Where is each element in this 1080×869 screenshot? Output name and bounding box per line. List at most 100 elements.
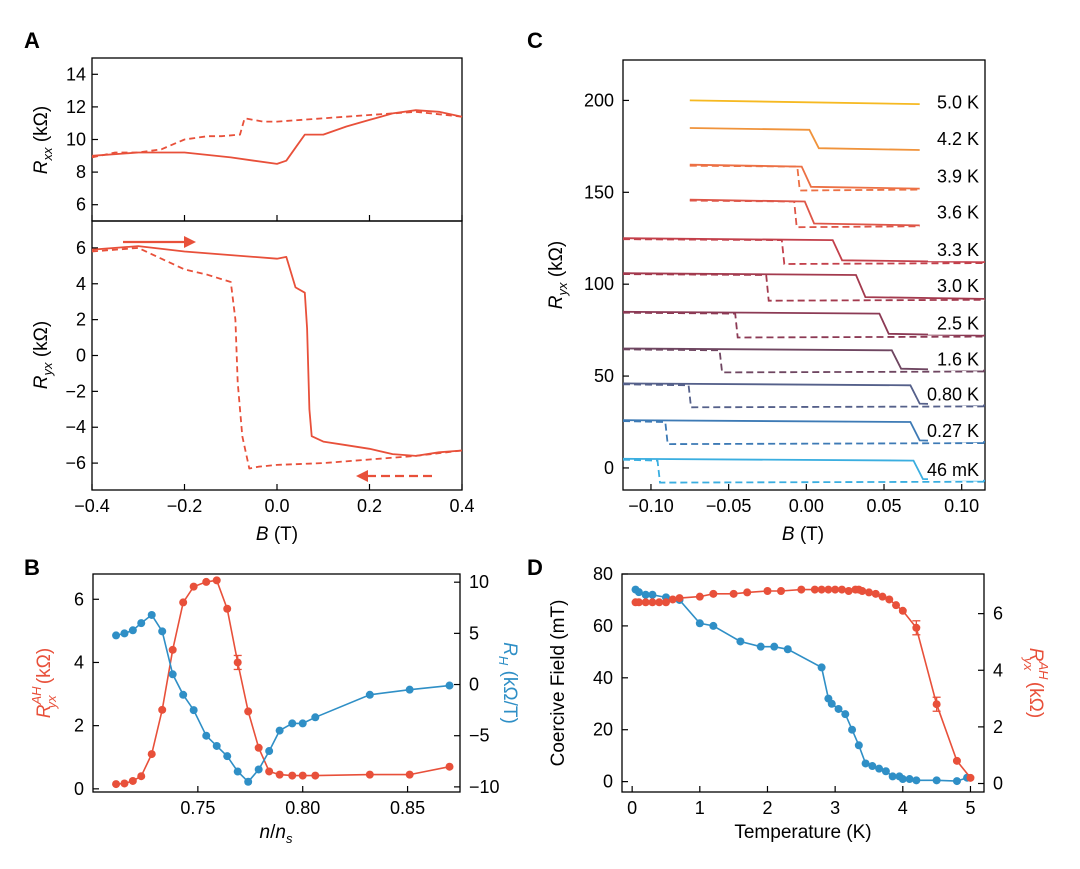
data-point (695, 619, 704, 628)
panel-a-top-ylabel: Rxx (kΩ) (31, 106, 55, 174)
panel-d-xlabel: Temperature (K) (734, 822, 871, 843)
ytick-label: 6 (74, 589, 84, 609)
panel-d-xticks: 0 1 2 3 4 5 (627, 786, 975, 818)
data-point (675, 594, 684, 603)
panel-d-title: D (527, 555, 543, 580)
legend-label-bg (928, 128, 983, 151)
xtick-label: 5 (965, 798, 975, 818)
data-point (298, 771, 307, 780)
data-point (405, 685, 414, 694)
data-point (932, 700, 941, 709)
xtick-label: −0.05 (706, 496, 752, 516)
data-point (661, 598, 670, 607)
series-line-dashed-1.6-K (622, 348, 986, 374)
data-point (648, 590, 657, 599)
panel-b-frame (92, 573, 461, 793)
series-line-2.5-K (622, 310, 986, 337)
data-point (288, 719, 297, 728)
panel-b-xticks: 0.75 0.80 0.85 (180, 786, 425, 818)
ytick-label: 0 (76, 346, 86, 366)
data-point (275, 770, 284, 779)
series-line-sweep-down (91, 110, 463, 159)
series-line-dashed-3.6-K (689, 199, 920, 229)
series-line-dashed-3.0-K (622, 273, 986, 302)
data-point (817, 585, 826, 594)
xtick-label: 0.10 (944, 496, 979, 516)
ytick-label: −5 (469, 726, 490, 746)
legend-label-bg (928, 420, 983, 443)
data-point (695, 592, 704, 601)
series-line-sweep-up (91, 109, 463, 165)
data-point (848, 725, 857, 734)
data-point (158, 627, 167, 636)
xtick-label: −0.4 (74, 496, 110, 516)
ytick-label: 100 (584, 274, 614, 294)
data-point (783, 645, 792, 654)
xtick-label: 0.05 (866, 496, 901, 516)
xtick-label: 4 (898, 798, 908, 818)
data-point (831, 585, 840, 594)
legend-label-bg (928, 91, 983, 114)
data-point (817, 663, 826, 672)
series-line-dashed-3.3-K (622, 238, 986, 265)
data-point (729, 589, 738, 598)
legend-label-0.27-K: 0.27 K (927, 421, 979, 441)
data-point (112, 631, 121, 640)
xtick-label: 0.2 (357, 496, 382, 516)
ytick-label: −10 (469, 777, 500, 797)
data-point (756, 642, 765, 651)
data-point (265, 747, 274, 756)
data-point (648, 598, 657, 607)
data-point (137, 772, 146, 781)
series-line-sweep-down (91, 246, 463, 470)
ytick-label: 20 (593, 720, 613, 740)
panel-b-left-yticks: 0 2 4 6 (74, 589, 99, 799)
ytick-label: −4 (65, 417, 86, 437)
data-point (405, 770, 414, 779)
ytick-label: 6 (76, 195, 86, 215)
data-point (233, 658, 242, 667)
xtick-label: 0.80 (285, 798, 320, 818)
data-point (311, 771, 320, 780)
data-point (709, 621, 718, 630)
data-point (641, 598, 650, 607)
ytick-label: 8 (76, 162, 86, 182)
panel-b-series (112, 576, 454, 789)
series-line-dashed-0.27-K (622, 420, 986, 446)
data-point (875, 764, 884, 773)
data-point (837, 585, 846, 594)
ytick-label: 50 (594, 366, 614, 386)
ytick-label: 0 (74, 779, 84, 799)
data-point (634, 598, 643, 607)
ytick-label: 5 (469, 623, 479, 643)
legend-label-bg (928, 201, 983, 224)
ytick-label: 150 (584, 182, 614, 202)
data-point (365, 770, 374, 779)
panel-a-bottom-yticks: 6 4 2 0 −2 −4 −6 (65, 238, 98, 473)
data-point (223, 604, 232, 613)
ytick-label: 12 (66, 97, 86, 117)
legend-label-3.3-K: 3.3 K (937, 240, 979, 260)
panel-b-right-ylabel: RH (kΩ/T) (496, 642, 520, 724)
ytick-label: 6 (76, 238, 86, 258)
data-point (932, 776, 941, 785)
data-point (871, 589, 880, 598)
panel-c: C 0 50 100 150 200 −0.10 −0.05 0.00 0.05 0.10 5.… (527, 28, 986, 545)
data-point (128, 776, 137, 785)
series-line-dashed-2.5-K (622, 311, 986, 339)
ytick-label: 4 (74, 652, 84, 672)
legend-label-bg (928, 348, 983, 371)
data-point (892, 601, 901, 610)
legend-label-2.5-K: 2.5 K (937, 314, 979, 334)
data-point (233, 767, 242, 776)
legend-label-bg (928, 239, 983, 262)
legend-label-bg (928, 458, 983, 481)
panel-a-top-frame (91, 57, 463, 222)
series-line-R_yx^AH (635, 588, 972, 779)
panel-d-right-ylabel: RAHyx (kΩ) (1021, 648, 1051, 718)
legend-label-46-mK: 46 mK (927, 460, 979, 480)
data-point (743, 588, 752, 597)
panel-a-top-series (91, 109, 463, 165)
data-point (634, 588, 643, 597)
